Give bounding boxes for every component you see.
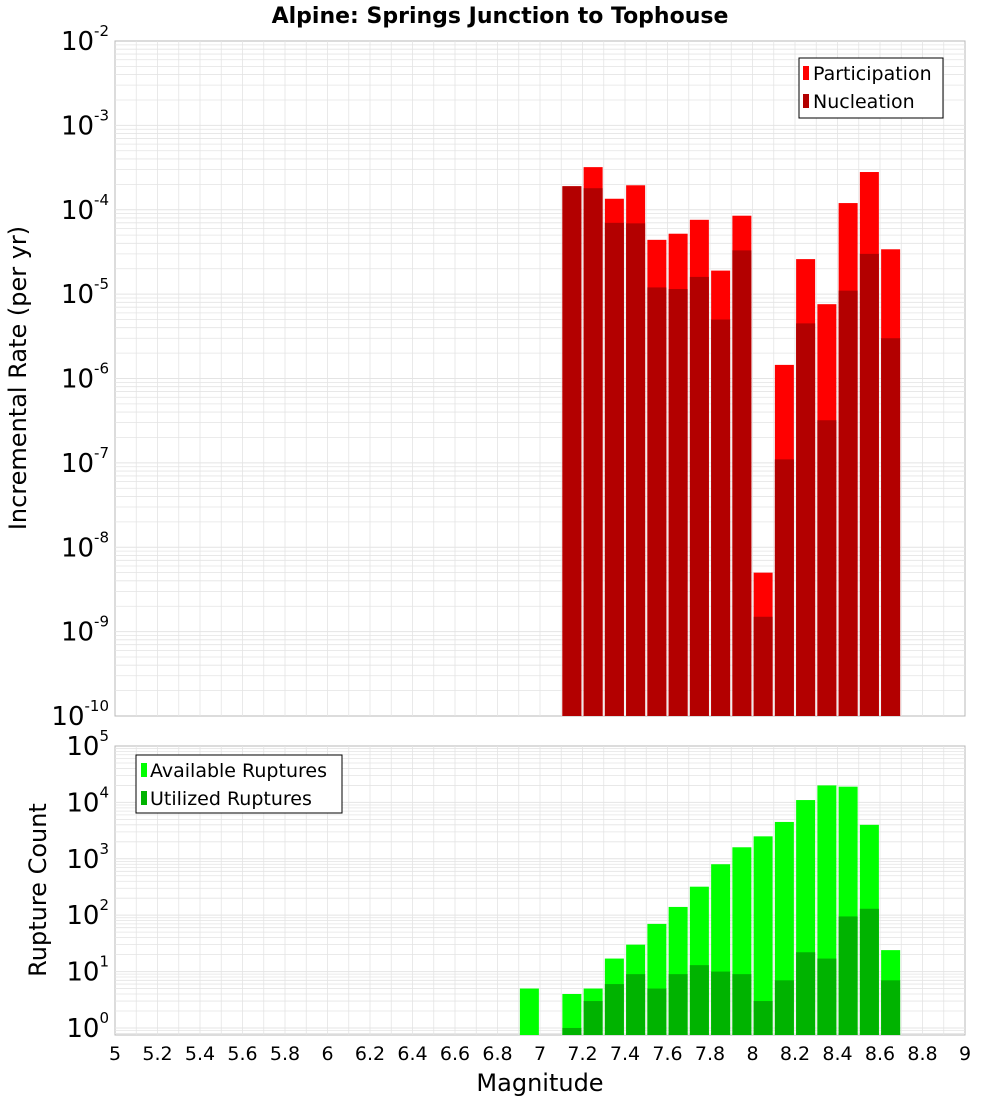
bottom-bar-utilized-ruptures [647, 988, 667, 1035]
x-tick-label: 5.4 [185, 1043, 215, 1065]
bottom-bar-available-ruptures [519, 988, 539, 1035]
top-y-tick-label: 10-4 [61, 191, 109, 226]
bottom-panel: 100 101 102 103 104 105 5 5.2 5.4 5.6 5.8 6 6.2 6.4 6… [24, 727, 971, 1097]
legend-label-participation: Participation [813, 63, 932, 85]
legend-swatch-participation [803, 66, 809, 80]
top-bar-nucleation [817, 420, 837, 716]
top-bar-nucleation [562, 186, 582, 716]
legend-swatch-nucleation [803, 94, 809, 108]
top-legend-box [798, 57, 944, 119]
bottom-bar-utilized-ruptures [753, 1001, 773, 1035]
bottom-bar-utilized-ruptures [774, 980, 794, 1035]
top-bar-nucleation [583, 188, 603, 717]
bottom-bars [519, 785, 901, 1035]
top-y-tick-label: 10-9 [61, 613, 109, 648]
legend-swatch-utilized [141, 791, 147, 805]
x-tick-labels: 5 5.2 5.4 5.6 5.8 6 6.2 6.4 6.6 6.8 7 7.2 7.4 7.6 7.8 8… [109, 1043, 971, 1065]
top-bar-nucleation [647, 287, 667, 716]
top-bar-nucleation [604, 222, 624, 716]
bottom-y-tick-label: 100 [66, 1009, 109, 1044]
bottom-bar-utilized-ruptures [859, 908, 879, 1035]
bottom-bar-available-ruptures [753, 836, 773, 1035]
bottom-y-tick-label: 101 [66, 953, 109, 988]
x-tick-label: 6.4 [397, 1043, 427, 1065]
bottom-y-axis-label: Rupture Count [24, 803, 52, 977]
legend-label-utilized: Utilized Ruptures [150, 788, 312, 810]
top-bar-nucleation [774, 459, 794, 716]
top-legend: Participation Nucleation [798, 57, 944, 119]
x-tick-label: 8.2 [780, 1043, 810, 1065]
x-tick-label: 8 [746, 1043, 758, 1065]
bottom-bar-utilized-ruptures [711, 971, 731, 1035]
top-y-tick-label: 10-6 [61, 360, 109, 395]
x-tick-label: 5.6 [227, 1043, 257, 1065]
top-bar-nucleation [668, 289, 688, 716]
chart-title: Alpine: Springs Junction to Tophouse [272, 4, 729, 29]
top-y-axis-label: Incremental Rate (per yr) [4, 226, 32, 530]
top-bar-nucleation [881, 338, 901, 716]
x-tick-label: 9 [959, 1043, 971, 1065]
x-tick-label: 6.2 [355, 1043, 385, 1065]
x-tick-label: 7.2 [567, 1043, 597, 1065]
top-bar-nucleation [838, 290, 858, 716]
bottom-bar-available-ruptures [562, 994, 582, 1035]
x-tick-label: 6 [321, 1043, 333, 1065]
x-tick-label: 7 [534, 1043, 546, 1065]
bottom-bar-utilized-ruptures [838, 916, 858, 1035]
x-tick-label: 7.6 [652, 1043, 682, 1065]
bottom-bar-utilized-ruptures [881, 980, 901, 1035]
x-tick-label: 7.8 [695, 1043, 725, 1065]
top-bar-nucleation [859, 253, 879, 716]
bottom-y-tick-labels: 100 101 102 103 104 105 [66, 727, 109, 1044]
top-panel: 10-10 10-9 10-8 10-7 10-6 10-5 10-4 10-3 10-2 In… [4, 22, 966, 732]
bottom-bar-utilized-ruptures [796, 952, 816, 1035]
x-tick-label: 5.2 [142, 1043, 172, 1065]
bottom-bar-utilized-ruptures [562, 1027, 582, 1035]
bottom-y-tick-label: 102 [66, 896, 109, 931]
x-tick-label: 8.6 [865, 1043, 895, 1065]
bottom-bar-utilized-ruptures [626, 974, 646, 1035]
legend-label-available: Available Ruptures [150, 760, 327, 782]
bottom-bar-utilized-ruptures [689, 965, 709, 1035]
x-tick-label: 5.8 [270, 1043, 300, 1065]
top-y-tick-label: 10-2 [61, 22, 109, 57]
top-bar-nucleation [753, 616, 773, 716]
top-y-tick-label: 10-10 [51, 697, 109, 732]
x-tick-label: 6.6 [440, 1043, 470, 1065]
legend-label-nucleation: Nucleation [813, 91, 915, 113]
top-bar-nucleation [732, 250, 752, 717]
top-bar-nucleation [711, 319, 731, 716]
bottom-y-tick-label: 103 [66, 840, 109, 875]
x-tick-label: 5 [109, 1043, 121, 1065]
top-y-tick-labels: 10-10 10-9 10-8 10-7 10-6 10-5 10-4 10-3 10-2 [51, 22, 109, 732]
x-tick-label: 8.8 [907, 1043, 937, 1065]
top-y-tick-label: 10-3 [61, 106, 109, 141]
bottom-bar-utilized-ruptures [583, 1001, 603, 1035]
bottom-legend: Available Ruptures Utilized Ruptures [135, 754, 343, 814]
x-tick-label: 7.4 [610, 1043, 640, 1065]
x-tick-label: 6.8 [482, 1043, 512, 1065]
top-y-tick-label: 10-7 [61, 444, 109, 479]
top-gridlines [115, 41, 965, 716]
top-bar-nucleation [689, 276, 709, 716]
legend-swatch-available [141, 763, 147, 777]
bottom-legend-box [135, 754, 343, 814]
bottom-bar-utilized-ruptures [604, 984, 624, 1035]
bottom-y-tick-label: 105 [66, 727, 109, 762]
bottom-bar-utilized-ruptures [732, 974, 752, 1035]
top-bars [562, 167, 901, 717]
x-axis-label: Magnitude [476, 1069, 603, 1097]
bottom-y-tick-label: 104 [66, 783, 109, 818]
x-tick-label: 8.4 [822, 1043, 852, 1065]
bottom-bar-utilized-ruptures [668, 974, 688, 1035]
top-y-tick-label: 10-8 [61, 528, 109, 563]
top-bar-nucleation [626, 223, 646, 716]
bottom-bar-utilized-ruptures [817, 958, 837, 1035]
top-bar-nucleation [796, 323, 816, 716]
top-y-tick-label: 10-5 [61, 275, 109, 310]
